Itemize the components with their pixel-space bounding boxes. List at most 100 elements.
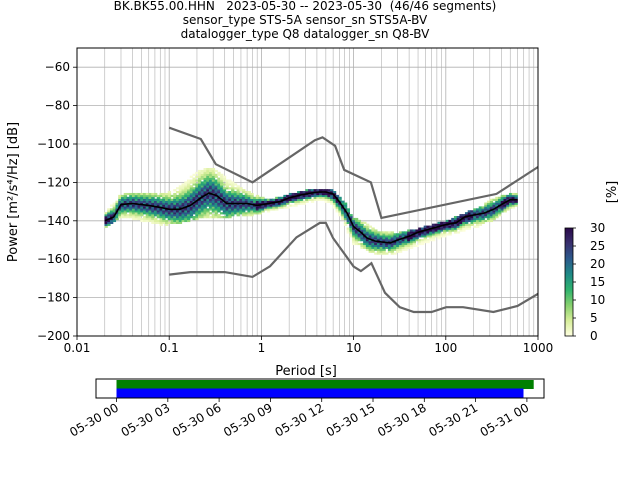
psd-cell: [357, 233, 361, 236]
psd-cell: [299, 196, 304, 200]
psd-cell: [511, 204, 516, 207]
psd-cell: [231, 198, 235, 201]
psd-cell: [448, 221, 452, 224]
psd-cell: [459, 216, 463, 219]
psd-cell: [445, 219, 450, 223]
psd-cell: [357, 237, 361, 240]
psd-cell: [134, 216, 139, 219]
psd-cell: [253, 210, 257, 213]
psd-cell: [209, 194, 213, 198]
psd-cell: [181, 208, 185, 211]
psd-cell: [442, 221, 447, 224]
psd-cell: [310, 189, 315, 192]
psd-cell: [209, 169, 213, 173]
psd-cell: [338, 206, 342, 209]
psd-cell: [376, 244, 381, 248]
psd-cell: [387, 246, 392, 249]
psd-cell: [437, 235, 441, 238]
psd-cell: [142, 212, 147, 215]
psd-cell: [354, 217, 359, 221]
psd-cell: [321, 189, 326, 192]
psd-cell: [187, 191, 191, 194]
psd-cell: [211, 171, 216, 175]
psd-cell: [151, 208, 155, 211]
psd-cell: [206, 185, 210, 188]
psd-cell: [137, 216, 141, 219]
psd-cell: [467, 210, 472, 213]
psd-cell: [195, 204, 199, 207]
psd-cell: [206, 168, 210, 171]
psd-cell: [437, 233, 441, 236]
psd-cell: [159, 208, 163, 211]
psd-cell: [165, 194, 169, 198]
psd-cell: [420, 240, 425, 244]
psd-cell: [187, 200, 191, 203]
psd-cell: [220, 192, 224, 196]
psd-cell: [167, 221, 172, 224]
psd-cell: [167, 198, 172, 201]
psd-cell: [280, 202, 284, 205]
psd-cell: [486, 202, 491, 205]
psd-cell: [387, 244, 392, 248]
psd-cell: [233, 183, 238, 186]
psd-cell: [189, 200, 194, 203]
psd-cell: [250, 200, 254, 203]
psd-cell: [225, 183, 229, 186]
psd-cell: [206, 187, 210, 190]
psd-cell: [214, 173, 218, 176]
psd-cell: [459, 229, 463, 232]
psd-cell: [299, 198, 304, 201]
psd-cell: [203, 216, 207, 219]
psd-cell: [236, 210, 240, 213]
psd-cell: [142, 219, 147, 223]
psd-cell: [313, 192, 317, 196]
psd-cell: [247, 212, 251, 215]
psd-cell: [481, 214, 485, 217]
psd-cell: [412, 235, 417, 238]
psd-cell: [151, 210, 155, 213]
psd-cell: [365, 223, 370, 226]
psd-cell: [338, 196, 342, 200]
psd-cell: [162, 194, 166, 198]
psd-cell: [404, 246, 408, 249]
psd-cell: [302, 191, 306, 194]
psd-cell: [170, 198, 174, 201]
psd-cell: [233, 187, 238, 190]
psd-cell: [200, 212, 205, 215]
psd-cell: [481, 216, 485, 219]
psd-cell: [332, 202, 337, 205]
psd-cell: [165, 223, 169, 226]
psd-cell: [222, 179, 227, 182]
psd-cell: [214, 179, 218, 182]
psd-cell: [321, 196, 326, 200]
psd-cell: [478, 217, 483, 221]
psd-cell: [349, 235, 353, 238]
psd-cell: [145, 210, 150, 213]
psd-cell: [266, 208, 271, 211]
psd-cell: [231, 212, 235, 215]
psd-cell: [178, 221, 183, 224]
psd-cell: [134, 214, 139, 217]
psd-cell: [209, 168, 213, 171]
psd-cell: [173, 219, 177, 223]
psd-cell: [376, 248, 381, 251]
psd-cell: [145, 212, 150, 215]
psd-cell: [198, 198, 202, 201]
psd-cell: [368, 229, 372, 232]
psd-cell: [503, 208, 507, 211]
psd-cell: [459, 221, 463, 224]
psd-cell: [286, 198, 290, 201]
psd-cell: [187, 219, 191, 223]
psd-cell: [189, 181, 194, 184]
psd-cell: [126, 198, 130, 201]
psd-cell: [195, 214, 199, 217]
psd-cell: [214, 187, 218, 190]
psd-cell: [200, 173, 205, 176]
psd-cell: [192, 206, 196, 209]
psd-cell: [409, 240, 414, 244]
psd-cell: [508, 196, 513, 200]
psd-cell: [299, 200, 304, 203]
psd-cell: [214, 214, 218, 217]
psd-cell: [376, 242, 381, 246]
psd-cell: [165, 200, 169, 203]
